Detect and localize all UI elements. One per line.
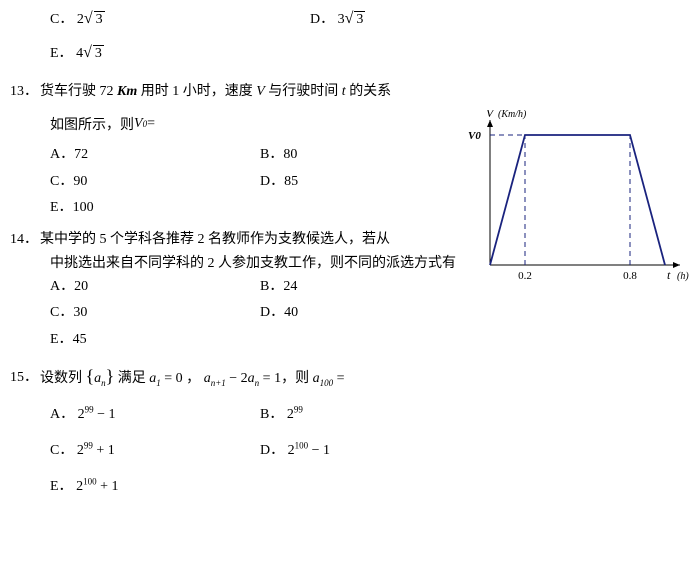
- radical-sign: √: [83, 44, 92, 61]
- q15-number: 15．: [10, 366, 40, 386]
- q15-option-b: B． 299: [260, 403, 470, 423]
- q12-option-c: C． 2√3: [50, 8, 310, 28]
- q15-row-ab: A． 299 − 1 B． 299: [50, 403, 680, 423]
- q15-option-d: D． 2100 − 1: [260, 439, 470, 459]
- t: 的关系: [346, 84, 392, 99]
- q14-option-a: A．20: [50, 274, 260, 301]
- radical-sign: √: [84, 10, 93, 27]
- svg-text:(Km/h): (Km/h): [498, 110, 527, 120]
- radicand: 3: [354, 11, 365, 27]
- q15-option-a: A． 299 − 1: [50, 403, 260, 423]
- var-v: V: [134, 116, 143, 132]
- t: 与行驶时间: [265, 84, 342, 99]
- q15-row-cd: C． 299 + 1 D． 2100 − 1: [50, 439, 680, 459]
- var-v: V: [256, 84, 265, 99]
- q14-option-c: C．30: [50, 300, 260, 327]
- svg-text:t: t: [667, 268, 671, 282]
- q14-text2: 中挑选出来自不同学科的 2 人参加支教工作，则不同的派选方式有: [50, 252, 456, 272]
- opt-coef: 4: [76, 46, 83, 61]
- q14-option-b: B．24: [260, 274, 470, 301]
- opt-label: C．: [50, 12, 73, 27]
- q13-option-b: B．80: [260, 142, 470, 169]
- svg-text:0.8: 0.8: [623, 270, 637, 282]
- svg-text:V0: V0: [468, 130, 481, 142]
- q15-options: A． 299 − 1 B． 299 C． 299 + 1 D． 2100 − 1…: [50, 403, 680, 495]
- velocity-chart: 0.2 0.8 V0 V(Km/h) t (h): [460, 110, 690, 290]
- radicand: 3: [94, 11, 105, 27]
- q13-option-a: A．72: [50, 142, 260, 169]
- t: 如图所示，则: [50, 114, 134, 134]
- opt-label: E．: [50, 46, 73, 61]
- q15-row-e: E． 2100 + 1: [50, 475, 680, 495]
- q14-option-d: D．40: [260, 300, 470, 327]
- q15-stem: 15． 设数列 {an} 满足 a1 = 0 ， an+1 − 2an = 1，…: [10, 366, 680, 388]
- opt-coef: 3: [338, 12, 345, 27]
- svg-text:0.2: 0.2: [518, 270, 532, 282]
- q13-option-d: D．85: [260, 169, 470, 196]
- svg-text:(h): (h): [677, 271, 689, 282]
- q14-number: 14．: [10, 228, 40, 248]
- q12-option-e: E． 4√3: [50, 42, 310, 62]
- opt-coef: 2: [77, 12, 84, 27]
- q15-text: 设数列 {an} 满足 a1 = 0 ， an+1 − 2an = 1，则 a1…: [40, 366, 344, 388]
- svg-text:V: V: [486, 110, 495, 120]
- q14-text1: 某中学的 5 个学科各推荐 2 名教师作为支教候选人，若从: [40, 228, 390, 248]
- q14-row-e: E．45: [50, 327, 680, 354]
- radical-sign: √: [345, 10, 354, 27]
- q12-row-e: E． 4√3: [50, 42, 680, 62]
- t: 货车行驶 72: [40, 84, 117, 99]
- q13-number: 13．: [10, 80, 40, 100]
- q15-option-c: C． 299 + 1: [50, 439, 260, 459]
- q14-row-cd: C．30 D．40: [50, 300, 680, 327]
- q12-option-d: D． 3√3: [310, 8, 570, 28]
- q13-option-c: C．90: [50, 169, 260, 196]
- q15-option-e: E． 2100 + 1: [50, 475, 260, 495]
- q13-stem-line1: 13． 货车行驶 72 Km 用时 1 小时，速度 V 与行驶时间 t 的关系: [10, 80, 680, 100]
- opt-label: D．: [310, 12, 334, 27]
- q13-option-e: E．100: [50, 195, 260, 222]
- q13-text: 货车行驶 72 Km 用时 1 小时，速度 V 与行驶时间 t 的关系: [40, 80, 391, 100]
- q14-option-e: E．45: [50, 327, 260, 354]
- radicand: 3: [93, 45, 104, 61]
- eq: =: [147, 116, 155, 132]
- t: 用时 1 小时，速度: [137, 84, 256, 99]
- km-unit: Km: [117, 84, 137, 99]
- q12-row-cd: C． 2√3 D． 3√3: [50, 8, 680, 28]
